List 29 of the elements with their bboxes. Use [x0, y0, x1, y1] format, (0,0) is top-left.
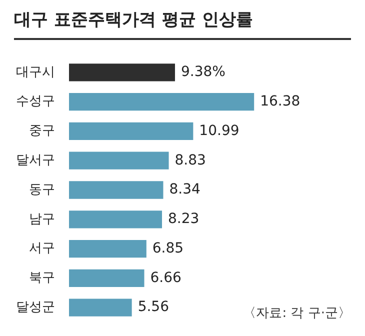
bar — [69, 298, 132, 316]
bar — [69, 181, 164, 199]
y-tick-label: 달서구 — [16, 152, 55, 168]
data-label: 9.38% — [180, 64, 226, 80]
y-tick-label: 남구 — [29, 212, 55, 227]
data-label: 10.99 — [199, 122, 240, 139]
bar — [69, 240, 146, 258]
chart-title: 대구 표준주택가격 평균 인상률 — [14, 9, 253, 31]
data-label: 8.83 — [174, 152, 206, 168]
y-tick-label: 동구 — [29, 182, 55, 198]
bar — [69, 210, 162, 228]
data-label: 8.34 — [169, 182, 201, 198]
data-label: 6.66 — [150, 270, 182, 286]
bar — [69, 122, 194, 140]
annotation: 〈자료: 각 구·군〉 — [243, 305, 351, 322]
bar — [69, 152, 169, 170]
y-tick-label: 북구 — [29, 270, 55, 286]
bar — [69, 93, 254, 111]
y-tick-label: 대구시 — [16, 64, 55, 80]
y-tick-label: 달성군 — [16, 300, 55, 315]
y-tick-label: 중구 — [29, 124, 55, 139]
data-label: 16.38 — [260, 94, 300, 110]
bar — [69, 64, 175, 82]
y-tick-label: 수성구 — [16, 94, 55, 110]
y-tick-label: 서구 — [29, 241, 55, 256]
data-label: 5.56 — [138, 299, 170, 316]
bar — [69, 269, 144, 287]
data-label: 8.23 — [168, 211, 200, 228]
data-label: 6.85 — [152, 240, 184, 256]
